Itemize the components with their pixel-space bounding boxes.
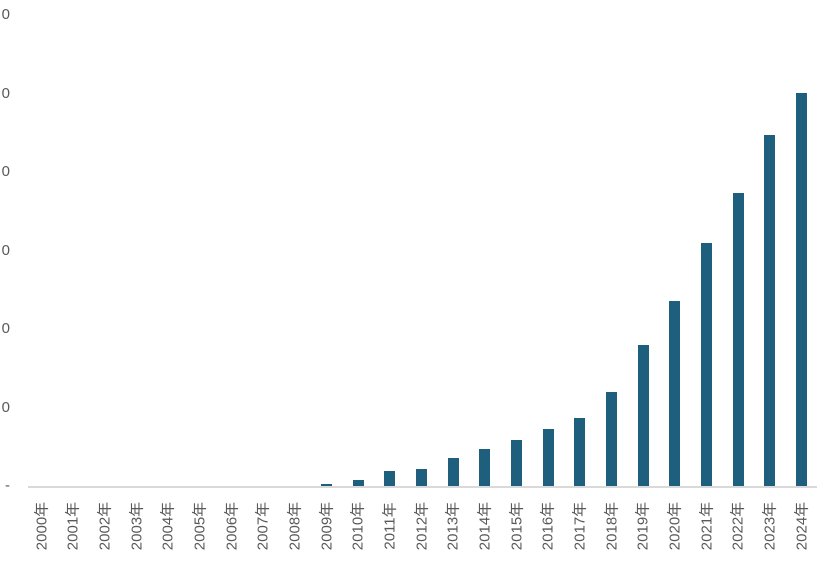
- x-tick-label: 2008年: [286, 501, 304, 551]
- bar-2017: [574, 418, 586, 486]
- x-tick-label: 2007年: [254, 501, 272, 551]
- x-tick-label: 2016年: [539, 501, 557, 551]
- bar-2024: [796, 93, 808, 486]
- x-tick-label: 2002年: [96, 501, 114, 551]
- y-tick-label: 0: [1, 84, 10, 102]
- x-tick-label: 2010年: [349, 501, 367, 551]
- bar-2021: [701, 243, 713, 486]
- bar-2010: [352, 480, 364, 486]
- x-tick-label: 2000年: [33, 501, 50, 551]
- bar-2023: [764, 135, 776, 486]
- bar-2012: [416, 469, 428, 486]
- bar-2015: [511, 440, 523, 486]
- x-tick-label: 2024年: [793, 501, 811, 551]
- bar-2022: [732, 193, 744, 486]
- y-tick-label: 0: [1, 6, 10, 23]
- x-tick-label: 2012年: [413, 501, 431, 551]
- y-tick-label: 0: [1, 398, 10, 416]
- x-tick-label: 2018年: [603, 501, 621, 551]
- x-tick-label: 2014年: [476, 501, 494, 551]
- x-tick-label: 2013年: [444, 501, 462, 551]
- x-tick-label: 2017年: [571, 501, 589, 551]
- bar-2016: [542, 429, 554, 486]
- x-tick-label: 2021年: [698, 501, 716, 551]
- x-tick-label: 2001年: [64, 501, 82, 551]
- bar-2014: [479, 449, 491, 486]
- y-tick-label: -: [5, 477, 10, 494]
- x-tick-label: 2006年: [223, 501, 241, 551]
- x-tick-label: 2003年: [128, 501, 145, 551]
- bar-2013: [447, 458, 459, 486]
- x-tick-label: 2020年: [666, 501, 684, 551]
- y-tick-label: 0: [1, 163, 10, 180]
- x-tick-label: 2023年: [761, 501, 779, 551]
- x-axis-line: [28, 486, 817, 488]
- bar-2019: [637, 345, 649, 486]
- x-tick-label: 2009年: [318, 501, 336, 551]
- bar-2018: [606, 392, 618, 486]
- x-tick-label: 2019年: [634, 501, 652, 551]
- x-tick-label: 2022年: [729, 501, 747, 551]
- y-tick-label: 0: [1, 320, 10, 337]
- bar-2020: [669, 301, 681, 486]
- x-tick-label: 2004年: [159, 501, 177, 551]
- bar-2011: [384, 471, 396, 486]
- bar-2009: [321, 484, 333, 486]
- x-tick-label: 2005年: [191, 501, 209, 551]
- x-tick-label: 2015年: [508, 501, 526, 551]
- x-tick-label: 2011年: [381, 502, 399, 550]
- y-tick-label: 0: [1, 241, 10, 259]
